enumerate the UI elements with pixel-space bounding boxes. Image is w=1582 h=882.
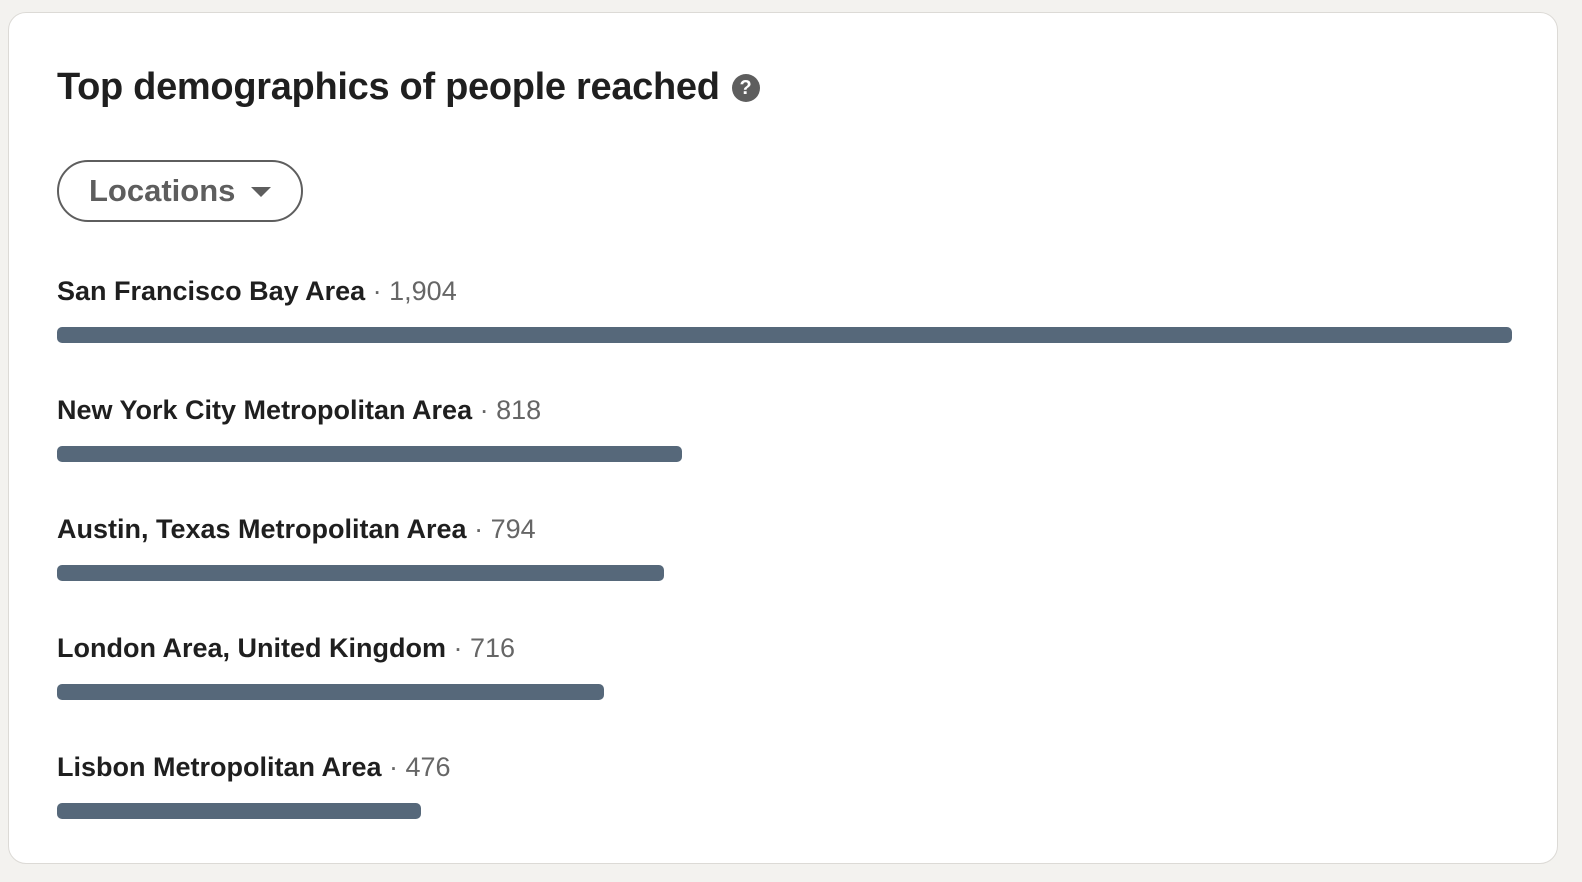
- location-count: 716: [469, 633, 516, 663]
- caret-down-icon: [251, 187, 272, 197]
- location-bar: [57, 327, 1512, 343]
- location-count: 818: [496, 395, 542, 425]
- list-item: Austin, Texas Metropolitan Area · 794: [57, 510, 1512, 629]
- list-item: Lisbon Metropolitan Area · 476: [57, 748, 1512, 867]
- separator-dot: ·: [365, 276, 390, 306]
- location-bar: [57, 565, 664, 581]
- location-bar: [57, 803, 421, 819]
- list-item: New York City Metropolitan Area · 818: [57, 391, 1512, 510]
- separator-dot: ·: [466, 514, 491, 544]
- location-name: London Area, United Kingdom: [57, 633, 446, 663]
- location-bar: [57, 684, 605, 700]
- card-title: Top demographics of people reached: [57, 66, 720, 108]
- location-count: 1,904: [389, 276, 457, 306]
- location-count: 794: [490, 514, 536, 544]
- card-header: Top demographics of people reached ?: [57, 65, 760, 109]
- separator-dot: ·: [445, 633, 470, 663]
- list-item: San Francisco Bay Area · 1,904: [57, 272, 1512, 391]
- separator-dot: ·: [472, 395, 497, 425]
- location-name: New York City Metropolitan Area: [57, 395, 473, 425]
- location-bar: [57, 446, 683, 462]
- question-circle-icon[interactable]: ?: [731, 74, 760, 102]
- locations-dropdown[interactable]: Locations: [57, 160, 304, 222]
- demographics-card: Top demographics of people reached ? Loc…: [8, 12, 1558, 864]
- dropdown-selected-label: Locations: [89, 173, 236, 208]
- location-name: Lisbon Metropolitan Area: [57, 752, 382, 782]
- separator-dot: ·: [381, 752, 406, 782]
- location-name: San Francisco Bay Area: [57, 276, 366, 306]
- location-list: San Francisco Bay Area · 1,904 New York …: [57, 272, 1512, 867]
- list-item: London Area, United Kingdom · 716: [57, 629, 1512, 748]
- location-name: Austin, Texas Metropolitan Area: [57, 514, 467, 544]
- location-count: 476: [405, 752, 451, 782]
